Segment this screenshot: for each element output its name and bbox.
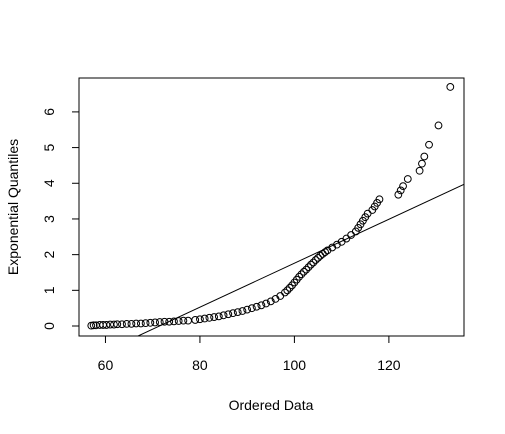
data-point [141, 319, 150, 328]
y-tick-label: 5 [41, 143, 57, 151]
data-point [118, 320, 126, 329]
data-point [283, 286, 292, 295]
points-layer [87, 83, 455, 330]
data-point [375, 195, 384, 204]
reference-line-layer [136, 183, 464, 336]
data-point [196, 315, 204, 324]
data-point [262, 299, 270, 308]
data-point [229, 309, 237, 318]
data-point [434, 121, 443, 130]
y-tick-label: 2 [41, 251, 57, 259]
data-point [127, 319, 136, 328]
data-point [205, 313, 214, 322]
data-point [132, 319, 141, 328]
data-point [297, 270, 306, 279]
data-point [179, 316, 188, 325]
data-point [307, 260, 315, 269]
y-tick-label: 0 [41, 322, 57, 330]
data-point [110, 320, 118, 329]
data-point [238, 307, 247, 315]
x-tick-label: 120 [377, 357, 401, 373]
x-axis-label: Ordered Data [229, 397, 314, 413]
data-point [102, 321, 111, 329]
y-tick-label: 1 [41, 286, 57, 294]
data-point [200, 314, 209, 323]
data-point [321, 248, 330, 257]
y-tick-label: 6 [41, 108, 57, 116]
data-point [214, 312, 223, 321]
data-point [314, 253, 322, 262]
x-tick-label: 60 [98, 357, 114, 373]
data-point [170, 317, 178, 326]
data-point [295, 272, 304, 281]
data-point [243, 305, 252, 314]
data-point [425, 140, 433, 149]
data-point [136, 319, 145, 328]
data-point [160, 317, 169, 326]
data-point [224, 310, 233, 319]
x-tick-label: 80 [192, 357, 208, 373]
data-point [396, 186, 405, 195]
data-point [210, 313, 219, 321]
y-axis: 0 1 2 3 4 5 6 [41, 108, 80, 330]
data-point [191, 316, 200, 324]
reference-line [136, 183, 464, 336]
data-point [415, 166, 424, 175]
x-axis: 60 80 100 120 [98, 335, 401, 373]
data-point [281, 288, 289, 297]
data-point [285, 283, 294, 292]
data-point [420, 152, 429, 161]
data-point [219, 311, 228, 320]
x-tick-label: 100 [283, 357, 307, 373]
data-point [174, 317, 183, 325]
y-tick-label: 4 [41, 179, 57, 187]
data-point [446, 83, 455, 91]
data-point [89, 321, 98, 330]
y-axis-label: Exponential Quantiles [5, 139, 21, 275]
data-point [151, 318, 159, 327]
data-point [403, 175, 412, 183]
data-point [418, 159, 426, 168]
data-point [302, 265, 311, 274]
data-point [304, 263, 313, 272]
data-point [299, 267, 308, 276]
data-point [146, 318, 155, 327]
data-point [247, 304, 256, 313]
data-point [155, 318, 164, 326]
data-point [252, 302, 261, 311]
data-point [257, 301, 266, 310]
data-point [233, 308, 242, 316]
data-point [113, 320, 122, 329]
data-point [311, 256, 320, 264]
data-point [309, 258, 318, 267]
y-tick-label: 3 [41, 215, 57, 223]
data-point [165, 317, 174, 326]
data-point [399, 182, 407, 191]
data-point [266, 297, 275, 306]
data-point [394, 190, 403, 199]
data-point [122, 319, 131, 328]
